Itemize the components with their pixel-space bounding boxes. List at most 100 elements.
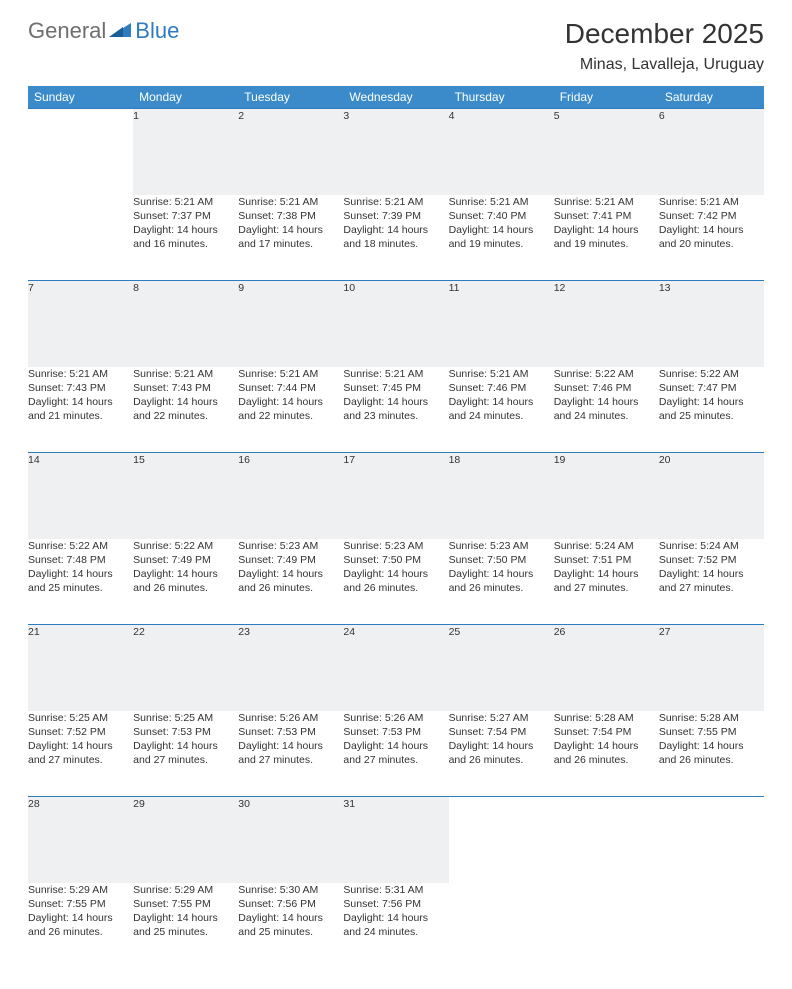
day-number: 20 xyxy=(659,454,671,466)
sunrise-text: Sunrise: 5:21 AM xyxy=(343,195,448,209)
logo-mark-icon xyxy=(109,20,131,43)
sunrise-text: Sunrise: 5:28 AM xyxy=(554,711,659,725)
day-number: 2 xyxy=(238,110,244,122)
location-text: Minas, Lavalleja, Uruguay xyxy=(565,56,764,74)
day-info-cell: Sunrise: 5:27 AMSunset: 7:54 PMDaylight:… xyxy=(449,711,554,797)
daylight-text: Daylight: 14 hours xyxy=(659,395,764,409)
daylight-text-2: and 16 minutes. xyxy=(133,237,238,251)
sunset-text: Sunset: 7:49 PM xyxy=(238,553,343,567)
daylight-text-2: and 20 minutes. xyxy=(659,237,764,251)
sunset-text: Sunset: 7:46 PM xyxy=(554,381,659,395)
sunset-text: Sunset: 7:42 PM xyxy=(659,209,764,223)
daylight-text: Daylight: 14 hours xyxy=(133,567,238,581)
daylight-text-2: and 26 minutes. xyxy=(238,581,343,595)
day-info-cell: Sunrise: 5:21 AMSunset: 7:41 PMDaylight:… xyxy=(554,195,659,281)
day-number: 1 xyxy=(133,110,139,122)
daylight-text-2: and 26 minutes. xyxy=(28,925,133,939)
sunset-text: Sunset: 7:56 PM xyxy=(238,897,343,911)
day-number-cell: 20 xyxy=(659,453,764,539)
day-number: 9 xyxy=(238,282,244,294)
sunrise-text: Sunrise: 5:29 AM xyxy=(28,883,133,897)
daylight-text: Daylight: 14 hours xyxy=(28,567,133,581)
day-number-cell: 17 xyxy=(343,453,448,539)
day-number: 18 xyxy=(449,454,461,466)
day-number-cell: 15 xyxy=(133,453,238,539)
day-number-cell: 26 xyxy=(554,625,659,711)
daylight-text-2: and 25 minutes. xyxy=(28,581,133,595)
daylight-text: Daylight: 14 hours xyxy=(133,223,238,237)
sunset-text: Sunset: 7:37 PM xyxy=(133,209,238,223)
day-number-cell: 5 xyxy=(554,109,659,195)
sunrise-text: Sunrise: 5:21 AM xyxy=(449,195,554,209)
day-number: 22 xyxy=(133,626,145,638)
day-number: 12 xyxy=(554,282,566,294)
daylight-text-2: and 26 minutes. xyxy=(343,581,448,595)
sunset-text: Sunset: 7:52 PM xyxy=(28,725,133,739)
day-number-cell: 1 xyxy=(133,109,238,195)
daylight-text-2: and 26 minutes. xyxy=(554,753,659,767)
day-number-cell: 24 xyxy=(343,625,448,711)
sunrise-text: Sunrise: 5:24 AM xyxy=(554,539,659,553)
sunrise-text: Sunrise: 5:31 AM xyxy=(343,883,448,897)
daylight-text-2: and 27 minutes. xyxy=(554,581,659,595)
daylight-text: Daylight: 14 hours xyxy=(449,739,554,753)
day-info-cell: Sunrise: 5:29 AMSunset: 7:55 PMDaylight:… xyxy=(28,883,133,969)
sunrise-text: Sunrise: 5:21 AM xyxy=(554,195,659,209)
day-info-cell: Sunrise: 5:21 AMSunset: 7:46 PMDaylight:… xyxy=(449,367,554,453)
daylight-text-2: and 17 minutes. xyxy=(238,237,343,251)
logo-text-blue: Blue xyxy=(135,18,179,44)
day-number: 26 xyxy=(554,626,566,638)
day-info-cell: Sunrise: 5:30 AMSunset: 7:56 PMDaylight:… xyxy=(238,883,343,969)
daylight-text-2: and 25 minutes. xyxy=(659,409,764,423)
sunrise-text: Sunrise: 5:28 AM xyxy=(659,711,764,725)
daylight-text: Daylight: 14 hours xyxy=(28,911,133,925)
day-number-cell: 31 xyxy=(343,797,448,883)
sunrise-text: Sunrise: 5:22 AM xyxy=(659,367,764,381)
daylight-text: Daylight: 14 hours xyxy=(343,567,448,581)
sunset-text: Sunset: 7:55 PM xyxy=(659,725,764,739)
daylight-text: Daylight: 14 hours xyxy=(133,911,238,925)
calendar-page: General Blue December 2025 Minas, Lavall… xyxy=(0,0,792,989)
sunset-text: Sunset: 7:38 PM xyxy=(238,209,343,223)
day-number-cell xyxy=(449,797,554,883)
day-info-cell: Sunrise: 5:21 AMSunset: 7:39 PMDaylight:… xyxy=(343,195,448,281)
day-number-cell: 19 xyxy=(554,453,659,539)
daylight-text: Daylight: 14 hours xyxy=(554,223,659,237)
sunrise-text: Sunrise: 5:21 AM xyxy=(28,367,133,381)
sunset-text: Sunset: 7:43 PM xyxy=(28,381,133,395)
day-number: 27 xyxy=(659,626,671,638)
sunset-text: Sunset: 7:39 PM xyxy=(343,209,448,223)
daylight-text-2: and 26 minutes. xyxy=(449,581,554,595)
sunrise-text: Sunrise: 5:24 AM xyxy=(659,539,764,553)
day-number-cell: 13 xyxy=(659,281,764,367)
day-number-cell: 30 xyxy=(238,797,343,883)
daylight-text: Daylight: 14 hours xyxy=(343,395,448,409)
sunset-text: Sunset: 7:54 PM xyxy=(554,725,659,739)
sunrise-text: Sunrise: 5:26 AM xyxy=(238,711,343,725)
day-number-cell xyxy=(28,109,133,195)
title-block: December 2025 Minas, Lavalleja, Uruguay xyxy=(565,18,764,74)
daylight-text-2: and 27 minutes. xyxy=(343,753,448,767)
sunset-text: Sunset: 7:52 PM xyxy=(659,553,764,567)
day-info-row: Sunrise: 5:29 AMSunset: 7:55 PMDaylight:… xyxy=(28,883,764,969)
sunrise-text: Sunrise: 5:26 AM xyxy=(343,711,448,725)
day-number: 5 xyxy=(554,110,560,122)
daylight-text: Daylight: 14 hours xyxy=(238,223,343,237)
sunset-text: Sunset: 7:49 PM xyxy=(133,553,238,567)
day-number-cell: 10 xyxy=(343,281,448,367)
sunset-text: Sunset: 7:46 PM xyxy=(449,381,554,395)
daylight-text: Daylight: 14 hours xyxy=(449,223,554,237)
sunset-text: Sunset: 7:50 PM xyxy=(449,553,554,567)
day-number-cell: 6 xyxy=(659,109,764,195)
daylight-text: Daylight: 14 hours xyxy=(554,739,659,753)
sunset-text: Sunset: 7:48 PM xyxy=(28,553,133,567)
sunrise-text: Sunrise: 5:27 AM xyxy=(449,711,554,725)
daylight-text: Daylight: 14 hours xyxy=(28,739,133,753)
sunrise-text: Sunrise: 5:30 AM xyxy=(238,883,343,897)
day-number-cell xyxy=(554,797,659,883)
day-number: 28 xyxy=(28,798,40,810)
day-number-cell: 29 xyxy=(133,797,238,883)
daylight-text-2: and 25 minutes. xyxy=(133,925,238,939)
day-info-cell: Sunrise: 5:29 AMSunset: 7:55 PMDaylight:… xyxy=(133,883,238,969)
day-info-cell: Sunrise: 5:21 AMSunset: 7:42 PMDaylight:… xyxy=(659,195,764,281)
